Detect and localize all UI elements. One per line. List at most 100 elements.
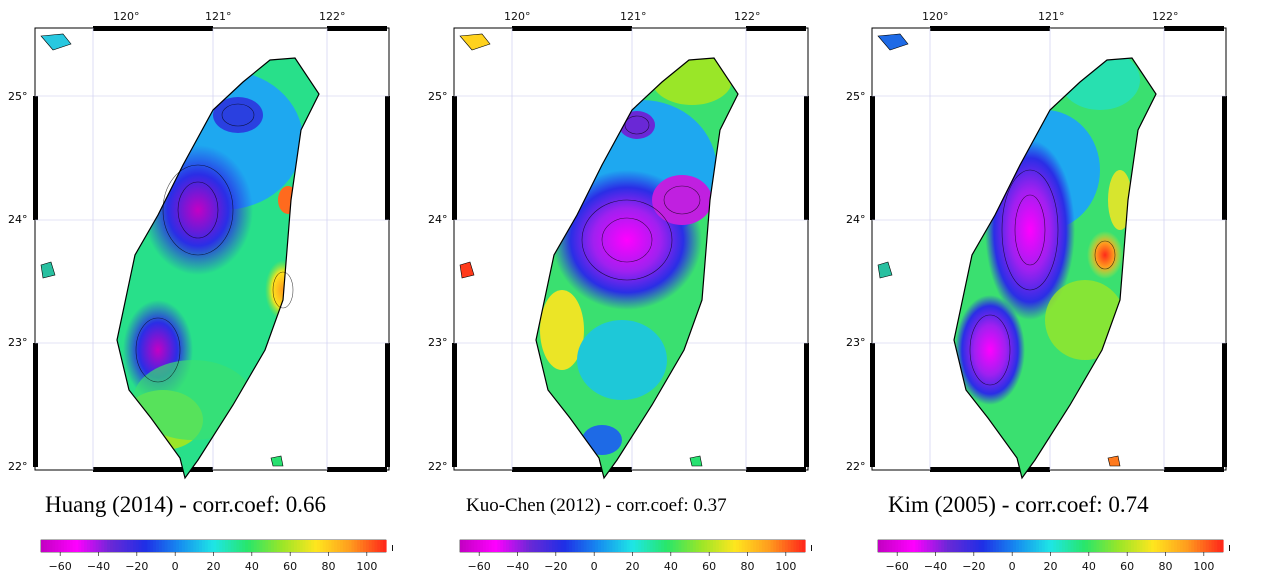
colorbar-segment (523, 540, 527, 552)
lat-label-25: 25° (428, 90, 448, 103)
colorbar-segment (503, 540, 507, 552)
colorbar-segment (1202, 540, 1207, 552)
colorbar-segment (970, 540, 974, 552)
colorbar-segment (984, 540, 988, 552)
colorbar-segment (1076, 540, 1080, 552)
gravity-map-huang: 120° 121° 122° −60 −40 −20 0 20 40 60 80 100 mga… (33, 10, 393, 573)
colorbar-segment (718, 540, 723, 552)
colorbar-segment (655, 540, 659, 552)
lat-label-23: 23° (8, 336, 28, 349)
colorbar-segment (253, 540, 258, 552)
gravity-map-kim: 120° 121° 122° −60 −40 −20 0 20 40 60 80 100 mga… (870, 10, 1230, 573)
panel-caption: Kuo-Chen (2012) - corr.coef: 0.37 (466, 495, 727, 516)
colorbar-segment (497, 540, 501, 552)
colorbar-segment (299, 540, 304, 552)
panel-caption: Huang (2014) - corr.coef: 0.66 (45, 492, 327, 517)
colorbar-segment (1007, 540, 1011, 552)
colorbar-segment (133, 540, 137, 552)
colorbar-segment (291, 540, 295, 552)
colorbar-segment (721, 540, 726, 552)
colorbar-segment (1021, 540, 1026, 552)
colorbar-segment (173, 540, 177, 552)
map-panel-kim: 120° 121° 122° −60 −40 −20 0 20 40 60 80 100 mga… (870, 0, 1230, 579)
colorbar-segment (471, 540, 475, 552)
colorbar-segment (1116, 540, 1121, 552)
lon-label-120: 120° (922, 10, 949, 23)
colorbar-segment (322, 540, 327, 552)
colorbar-segment (1010, 540, 1014, 552)
colorbar-segment (43, 540, 48, 552)
colorbar-segment (1105, 540, 1109, 552)
colorbar-segment (935, 540, 939, 552)
colorbar-segment (1027, 540, 1031, 552)
colorbar-segment (1125, 540, 1129, 552)
colorbar-segment (460, 540, 464, 552)
lat-label-25: 25° (846, 90, 866, 103)
colorbar-segment (692, 540, 697, 552)
colorbar-tick-label: −40 (87, 560, 110, 573)
lon-label-120: 120° (113, 10, 140, 23)
colorbar-segment (589, 540, 593, 552)
colorbar-segment (250, 540, 255, 552)
colorbar-segment (1214, 540, 1218, 552)
colorbar-segment (1001, 540, 1006, 552)
lat-label-22: 22° (428, 460, 448, 473)
colorbar-segment (374, 540, 378, 552)
colorbar-segment (89, 540, 94, 552)
colorbar-segment (230, 540, 235, 552)
colorbar-tick-label: 60 (283, 560, 297, 573)
colorbar-segment (802, 540, 806, 552)
colorbar-segment (741, 540, 746, 552)
colorbar-segment (1041, 540, 1046, 552)
lon-label-121: 121° (620, 10, 647, 23)
colorbar-tick-label: 100 (356, 560, 377, 573)
colorbar-segment (115, 540, 120, 552)
colorbar-segment (153, 540, 157, 552)
colorbar-segment (750, 540, 754, 552)
colorbar-segment (883, 540, 888, 552)
colorbar-segment (265, 540, 269, 552)
colorbar-segment (488, 540, 493, 552)
colorbar-segment (895, 540, 899, 552)
colorbar-segment (978, 540, 983, 552)
colorbar-segment (271, 540, 275, 552)
colorbar-segment (990, 540, 994, 552)
colorbar-segment (1211, 540, 1215, 552)
colorbar-segment (1194, 540, 1198, 552)
colorbar-segment (563, 540, 567, 552)
colorbar-segment (944, 540, 948, 552)
colorbar-segment (1050, 540, 1054, 552)
colorbar-segment (1200, 540, 1204, 552)
colorbar-segment (793, 540, 797, 552)
colorbar-segment (690, 540, 694, 552)
colorbar-segment (575, 540, 579, 552)
colorbar-segment (1217, 540, 1221, 552)
colorbar-segment (363, 540, 367, 552)
colorbar-segment (958, 540, 962, 552)
colorbar-segment (727, 540, 731, 552)
colorbar-segment (520, 540, 524, 552)
colorbar-segment (204, 540, 209, 552)
colorbar-segment (273, 540, 278, 552)
colorbar-segment (345, 540, 350, 552)
colorbar-segment (646, 540, 651, 552)
colorbar-segment (566, 540, 570, 552)
colorbar-tick-label: 100 (775, 560, 796, 573)
map-panel-huang: 120° 121° 122° −60 −40 −20 0 20 40 60 80 100 mga… (33, 0, 393, 579)
colorbar-segment (733, 540, 737, 552)
colorbar-segment (259, 540, 263, 552)
colorbar-tick-label: 40 (245, 560, 259, 573)
colorbar-segment (262, 540, 266, 552)
colorbar-segment (941, 540, 945, 552)
colorbar-segment (95, 540, 100, 552)
lat-label-24: 24° (428, 213, 448, 226)
colorbar-unit-label: mgal (1228, 541, 1230, 554)
lat-label-22: 22° (8, 460, 28, 473)
colorbar-segment (529, 540, 533, 552)
colorbar-tick-label: 80 (741, 560, 755, 573)
colorbar-segment (1053, 540, 1057, 552)
colorbar-segment (1128, 540, 1132, 552)
colorbar-segment (667, 540, 671, 552)
colorbar-segment (880, 540, 885, 552)
colorbar-segment (961, 540, 965, 552)
